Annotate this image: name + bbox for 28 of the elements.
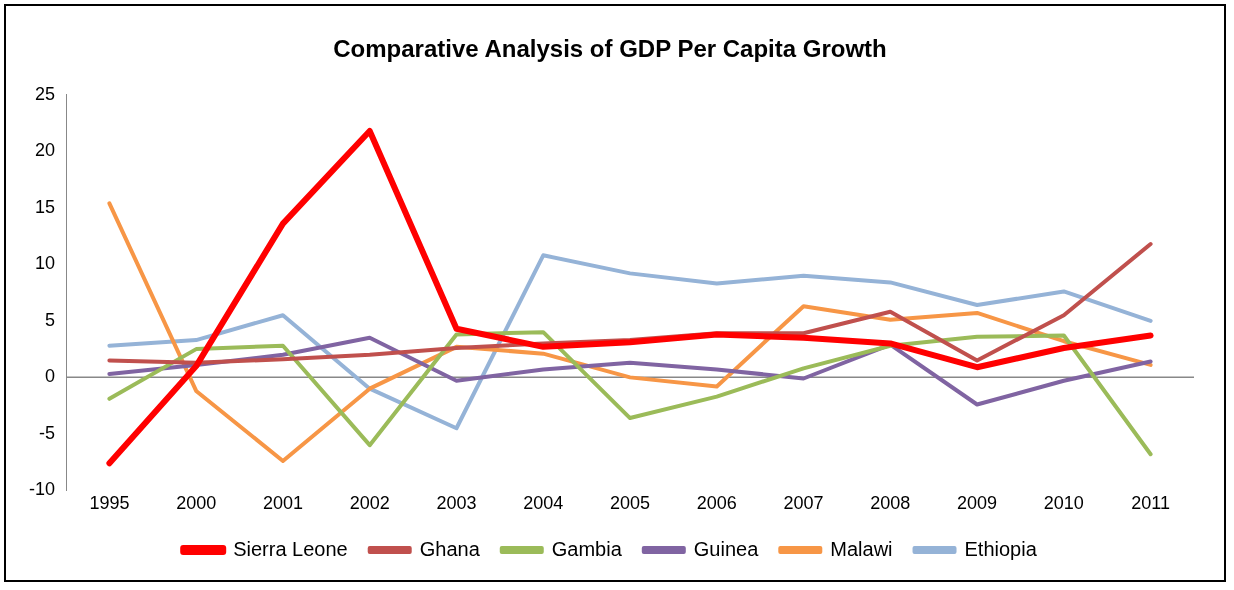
x-tick-label: 2002 [349,493,390,514]
x-tick-label: 2005 [609,493,651,514]
chart-title: Comparative Analysis of GDP Per Capita Growth [333,35,887,63]
x-tick-label: 2008 [870,493,911,514]
legend-label: Malawi [830,537,893,560]
y-tick-label: -5 [39,422,56,443]
y-tick-label: 20 [34,140,56,161]
x-tick-label: 2006 [696,493,737,514]
x-tick-label: 2004 [523,493,564,514]
x-tick-label: 2010 [1043,493,1084,514]
legend-label: Ghana [419,537,481,560]
legend-label: Gambia [551,537,623,560]
y-tick-label: 25 [34,83,56,104]
y-tick-label: 0 [45,366,56,387]
legend-label: Sierra Leone [233,537,348,560]
x-tick-label: 2001 [262,493,303,514]
x-tick-label: 2000 [176,493,217,514]
y-tick-label: -10 [29,479,56,500]
y-tick-label: 5 [45,309,56,330]
x-tick-label: 2003 [436,493,477,514]
legend-label: Ethiopia [964,537,1038,560]
x-tick-label: 1995 [89,493,130,514]
y-tick-label: 15 [34,196,56,217]
x-tick-label: 2011 [1131,493,1170,514]
y-tick-label: 10 [34,253,56,274]
x-tick-label: 2009 [957,493,998,514]
x-tick-label: 2007 [783,493,824,514]
legend-label: Guinea [693,537,760,560]
